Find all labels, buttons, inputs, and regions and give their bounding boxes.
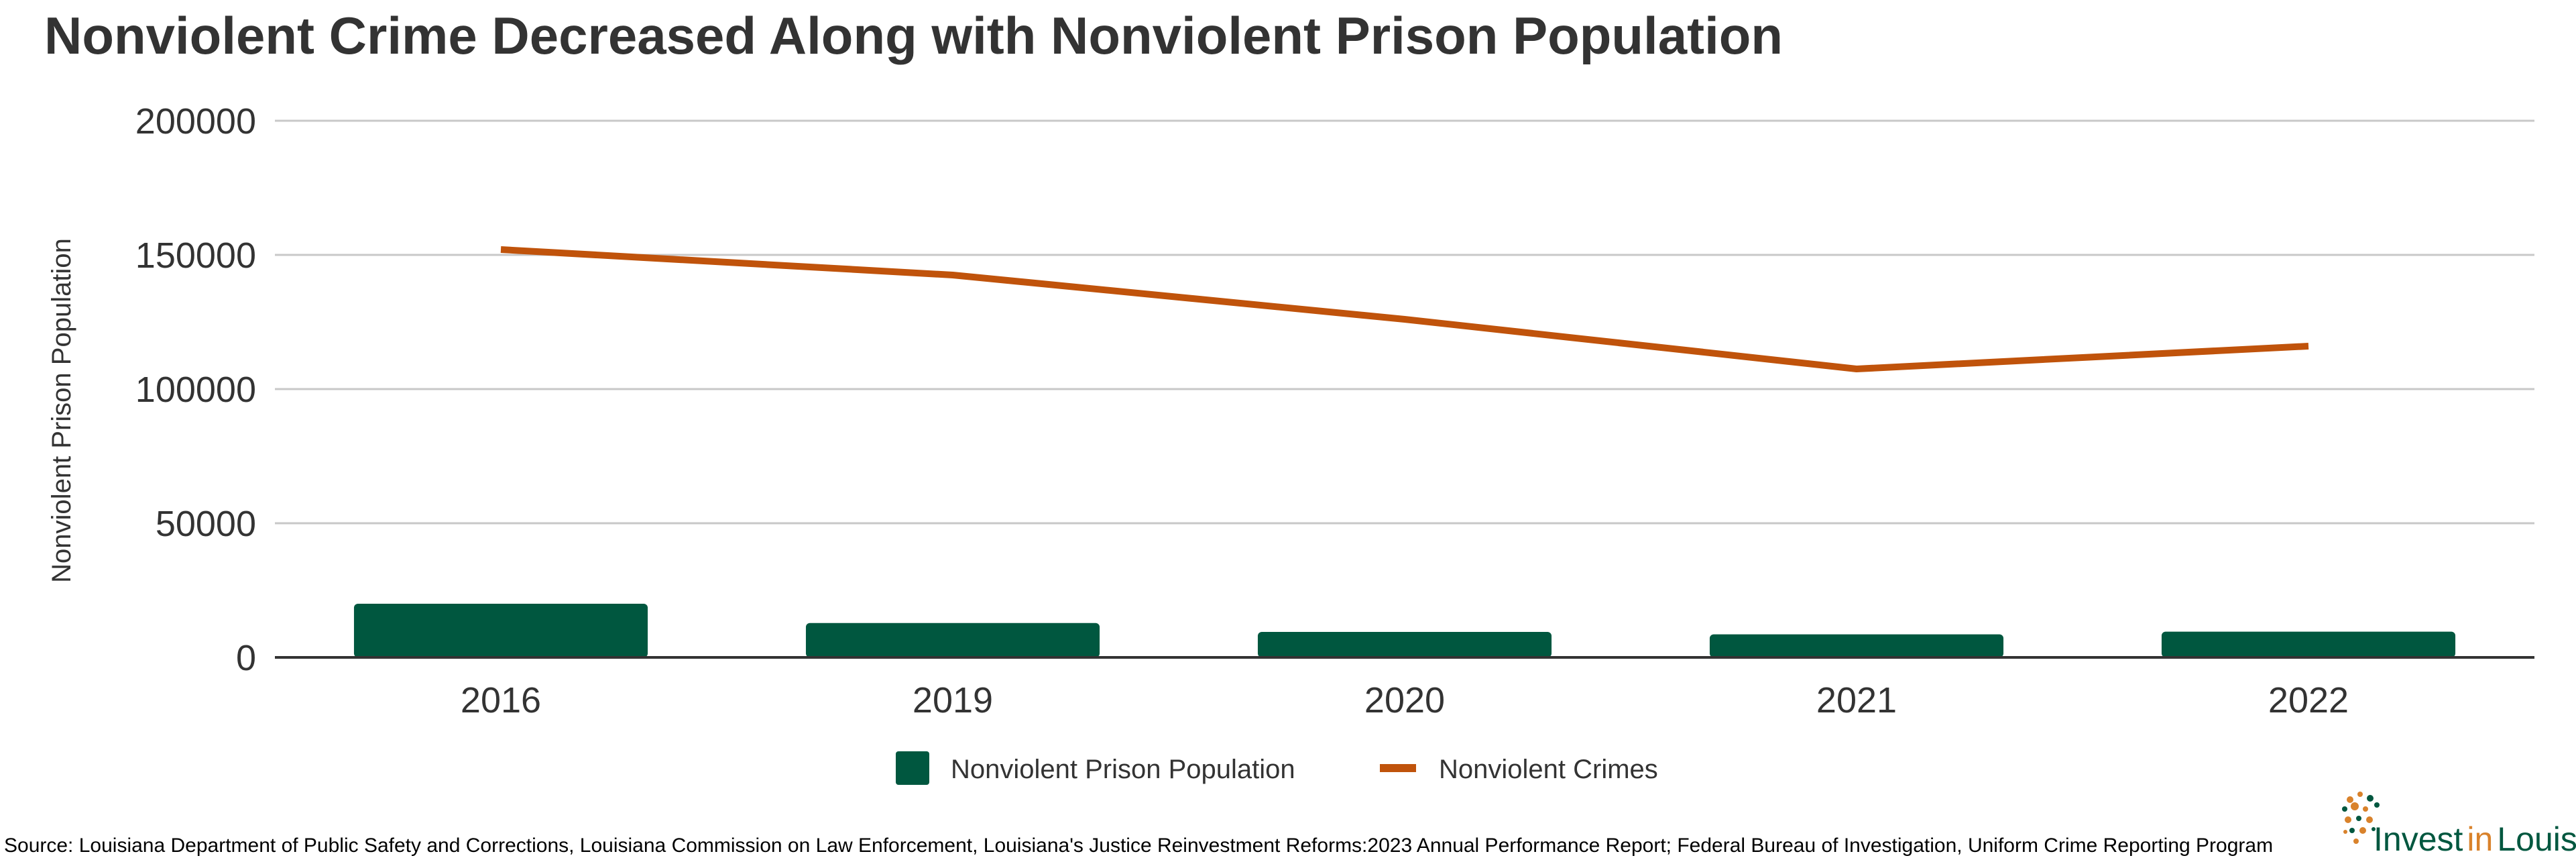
x-tick-label: 2022 bbox=[2268, 680, 2349, 720]
logo-dot bbox=[2342, 806, 2347, 812]
bar bbox=[1709, 634, 2004, 657]
logo-dot bbox=[2351, 802, 2359, 810]
bar bbox=[2161, 631, 2456, 657]
bar bbox=[805, 623, 1100, 657]
source-note: Source: Louisiana Department of Public S… bbox=[4, 834, 2273, 857]
bar bbox=[353, 604, 648, 657]
x-tick-label: 2021 bbox=[1816, 680, 1897, 720]
legend-label-crimes: Nonviolent Crimes bbox=[1439, 755, 1658, 784]
y-tick-label: 50000 bbox=[156, 504, 256, 544]
legend-label-prison-population: Nonviolent Prison Population bbox=[951, 755, 1295, 784]
bar-series bbox=[353, 604, 2456, 657]
logo-dot bbox=[2349, 828, 2355, 833]
y-tick-label: 100000 bbox=[135, 370, 256, 410]
legend-swatch-prison-population bbox=[896, 751, 929, 785]
logo-word-louisiana: Louisiana bbox=[2497, 820, 2576, 858]
x-tick-label: 2019 bbox=[913, 680, 993, 720]
logo-dot bbox=[2345, 816, 2351, 823]
logo-dot bbox=[2367, 795, 2374, 802]
y-tick-label: 0 bbox=[236, 638, 256, 678]
line-series bbox=[500, 246, 2309, 372]
logo-dot bbox=[2343, 830, 2347, 834]
y-tick-labels: 0 50000 100000 150000 200000 bbox=[135, 101, 256, 678]
legend: Nonviolent Prison Population Nonviolent … bbox=[896, 751, 1658, 785]
logo-dot bbox=[2357, 792, 2363, 797]
svg-text:InvestinLouisiana: InvestinLouisiana bbox=[2374, 820, 2576, 858]
logo-dot bbox=[2363, 806, 2368, 812]
invest-in-louisiana-logo: InvestinLouisiana bbox=[2342, 792, 2576, 858]
bar bbox=[1257, 632, 1552, 657]
logo-dot bbox=[2374, 802, 2380, 808]
logo-dot bbox=[2353, 839, 2359, 844]
logo-dot bbox=[2366, 816, 2373, 823]
chart-title: Nonviolent Crime Decreased Along with No… bbox=[44, 6, 1783, 65]
logo-dot-cluster-icon bbox=[2342, 792, 2380, 844]
logo-dot bbox=[2356, 816, 2361, 821]
y-axis-label: Nonviolent Prison Population bbox=[47, 238, 76, 583]
crimes-line bbox=[500, 246, 2309, 372]
logo-word-in: in bbox=[2467, 820, 2493, 858]
y-tick-label: 200000 bbox=[135, 101, 256, 142]
x-tick-label: 2016 bbox=[461, 680, 541, 720]
x-tick-labels: 2016 2019 2020 2021 2022 bbox=[461, 680, 2349, 720]
x-tick-label: 2020 bbox=[1364, 680, 1445, 720]
logo-word-invest: Invest bbox=[2374, 820, 2463, 858]
logo-dot bbox=[2359, 827, 2366, 834]
logo-dot bbox=[2372, 827, 2376, 831]
y-tick-label: 150000 bbox=[135, 235, 256, 276]
logo-dot bbox=[2347, 796, 2353, 803]
